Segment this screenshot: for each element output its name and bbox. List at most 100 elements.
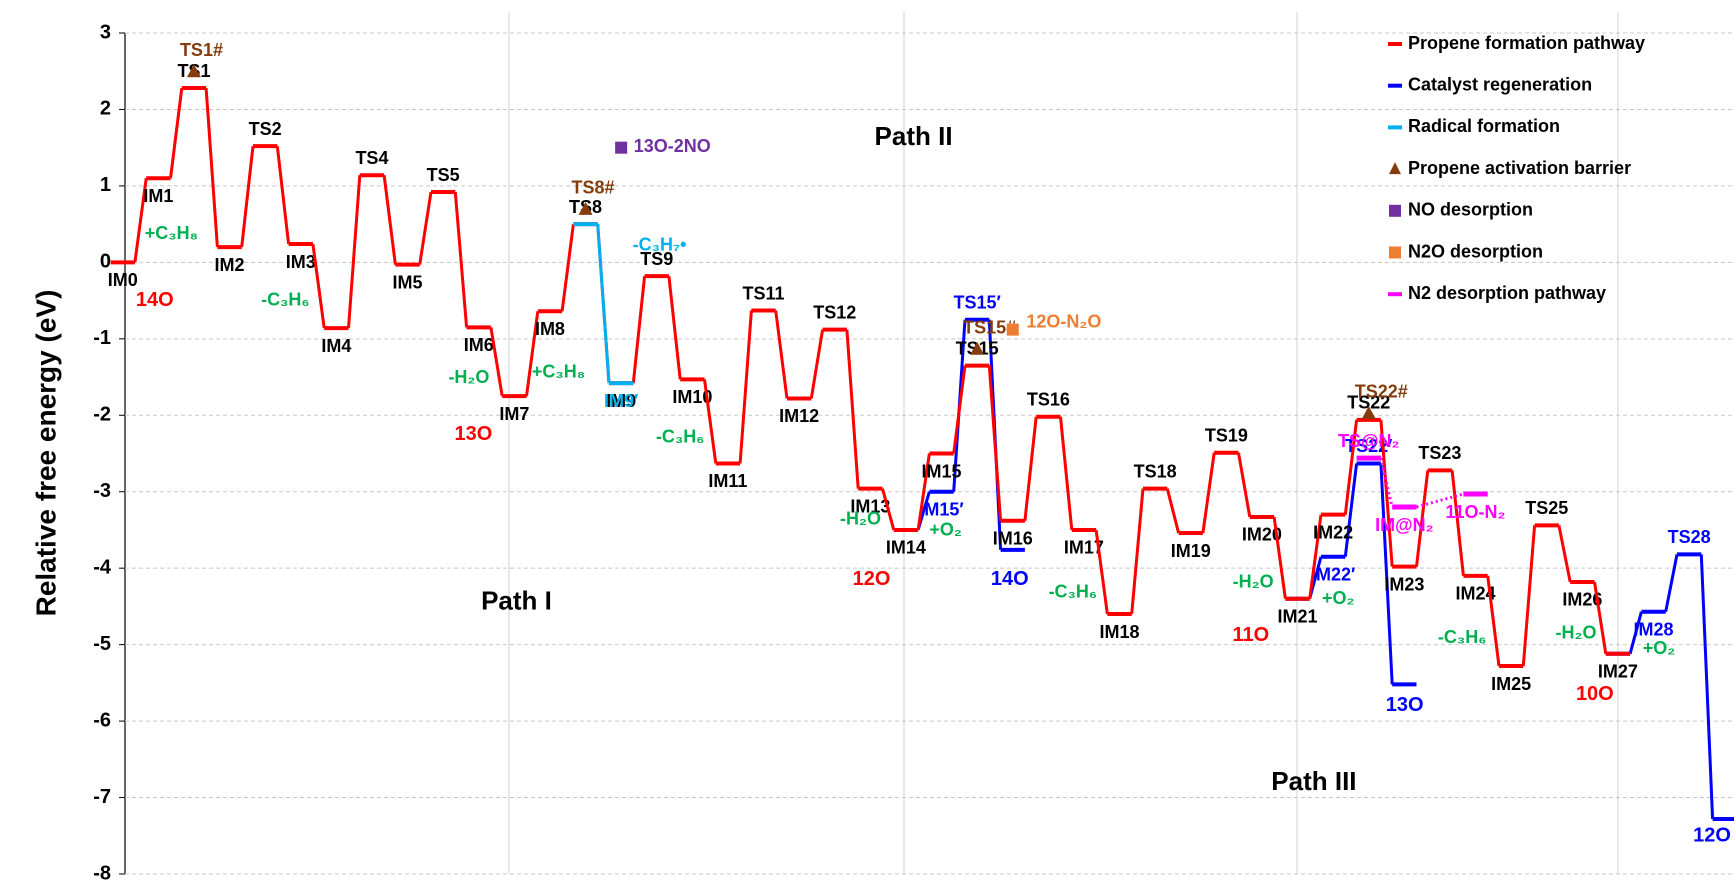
- y-axis-title: Relative free energy (eV): [30, 290, 61, 617]
- annotation: -C₃H₆: [656, 427, 705, 447]
- level-label: IM27: [1598, 662, 1638, 682]
- annotation: -C₃H₆: [1049, 582, 1098, 602]
- legend-label: Propene activation barrier: [1408, 158, 1631, 178]
- connector: [1521, 525, 1537, 667]
- annotation: 13O: [1386, 694, 1424, 716]
- connector: [1237, 452, 1252, 518]
- annotation: +C₃H₈: [145, 223, 198, 243]
- level-label: IM18: [1100, 622, 1140, 642]
- annotation: 14O: [136, 289, 174, 311]
- level-label: IM4: [321, 336, 351, 356]
- annotation: +C₃H₈: [532, 361, 585, 381]
- level-label: IM3: [286, 252, 316, 272]
- annotation: Path III: [1271, 766, 1356, 796]
- connector: [347, 175, 362, 329]
- legend-swatch: [1389, 162, 1401, 175]
- level-label: IM20: [1242, 525, 1282, 545]
- annotation: -H₂O: [1233, 572, 1274, 592]
- connector: [881, 488, 896, 531]
- level-label: TS12: [813, 302, 856, 322]
- connector: [1416, 492, 1464, 509]
- annotation: 10O: [1576, 683, 1614, 705]
- connector: [311, 243, 326, 329]
- connector: [1165, 488, 1181, 534]
- connector: [1450, 470, 1465, 576]
- level-label: TS4: [355, 148, 388, 168]
- marker-label: TS1#: [180, 40, 223, 60]
- level-label: IM22′: [1311, 564, 1355, 584]
- level-label: IM0: [108, 270, 138, 290]
- legend-label: Catalyst regeneration: [1408, 74, 1592, 94]
- connector: [667, 275, 682, 380]
- level-label: IM9: [606, 391, 636, 411]
- connector: [987, 365, 1003, 521]
- level-label: TS@N₂: [1338, 431, 1400, 451]
- annotation: -C₃H₆: [1438, 627, 1487, 647]
- connector: [1557, 525, 1572, 583]
- marker-label: TS15#: [963, 318, 1016, 338]
- marker: [186, 64, 201, 78]
- connector: [1664, 554, 1679, 613]
- level-label: IM6: [464, 335, 494, 355]
- connector: [560, 223, 575, 312]
- y-tick-label: -5: [93, 633, 111, 655]
- annotation: 12O: [853, 568, 891, 590]
- level-label: TS9: [640, 249, 673, 269]
- connector: [489, 327, 504, 397]
- level-label: TS11: [743, 283, 785, 303]
- legend-label: NO desorption: [1408, 200, 1533, 220]
- level-label: IM10: [672, 387, 712, 407]
- marker-label: TS8#: [572, 178, 615, 198]
- annotation: 11O: [1233, 624, 1270, 646]
- level-label: IM12: [779, 406, 819, 426]
- level-label: IM15′: [919, 499, 963, 519]
- annotation: 12O: [1693, 824, 1731, 846]
- level-label: TS5: [427, 165, 460, 185]
- connector: [275, 145, 291, 245]
- connector: [1308, 514, 1323, 599]
- y-tick-label: 0: [100, 251, 111, 273]
- connector: [1628, 611, 1643, 655]
- connector: [1094, 529, 1109, 615]
- level-label: TS23: [1418, 443, 1461, 463]
- level-label: IM21: [1278, 607, 1318, 627]
- connector: [631, 275, 647, 384]
- annotation: 13O: [454, 423, 492, 445]
- y-tick-label: -1: [93, 327, 111, 349]
- annotation: -H₂O: [840, 509, 881, 529]
- connector: [1379, 463, 1394, 685]
- annotation: -H₂O: [448, 367, 489, 387]
- connector: [774, 310, 789, 399]
- y-tick-label: 2: [100, 98, 111, 120]
- connector: [1379, 419, 1394, 567]
- y-tick-label: 3: [100, 21, 111, 43]
- annotation: Path II: [875, 121, 953, 151]
- level-label: IM7: [499, 404, 529, 424]
- annotation: 13O-2NO: [634, 136, 711, 156]
- level-label: IM19: [1171, 541, 1211, 561]
- connector: [382, 175, 397, 265]
- connector: [703, 379, 718, 464]
- y-tick-label: -6: [93, 709, 111, 731]
- y-tick-label: 1: [100, 174, 111, 196]
- y-tick-label: -3: [93, 480, 111, 502]
- connector: [845, 329, 860, 489]
- level-label: IM11: [708, 471, 747, 491]
- connector: [133, 178, 148, 263]
- annotation: +O₂: [1643, 638, 1676, 658]
- level-label: IM26: [1562, 590, 1602, 610]
- marker: [1361, 405, 1376, 419]
- y-tick-label: -2: [93, 404, 111, 426]
- connector: [1415, 470, 1430, 567]
- marker: [578, 201, 593, 215]
- connector: [1486, 575, 1501, 667]
- marker: [1006, 323, 1019, 336]
- level-label: IM23: [1384, 574, 1424, 594]
- level-label: TS16: [1027, 390, 1070, 410]
- level-label: IM24: [1456, 584, 1496, 604]
- connector: [1343, 419, 1359, 515]
- annotation: -C₃H₇•: [633, 234, 687, 254]
- legend-swatch: [1389, 246, 1401, 259]
- connector: [809, 329, 825, 399]
- level-label: TS15′: [953, 292, 1000, 312]
